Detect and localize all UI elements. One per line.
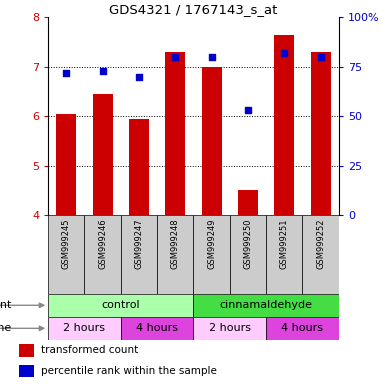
Point bbox=[245, 107, 251, 113]
Bar bbox=[93, 94, 113, 215]
Title: GDS4321 / 1767143_s_at: GDS4321 / 1767143_s_at bbox=[109, 3, 278, 16]
Text: GSM999246: GSM999246 bbox=[98, 218, 107, 269]
Text: GSM999245: GSM999245 bbox=[62, 218, 71, 269]
Bar bbox=[121, 317, 194, 340]
Bar bbox=[238, 190, 258, 215]
Point bbox=[63, 70, 69, 76]
Text: GSM999250: GSM999250 bbox=[243, 218, 253, 269]
Text: cinnamaldehyde: cinnamaldehyde bbox=[219, 300, 313, 310]
Point bbox=[318, 54, 324, 60]
Text: GSM999252: GSM999252 bbox=[316, 218, 325, 269]
Text: GSM999248: GSM999248 bbox=[171, 218, 180, 269]
Text: control: control bbox=[102, 300, 140, 310]
Text: time: time bbox=[0, 323, 12, 333]
Bar bbox=[48, 317, 121, 340]
Bar bbox=[19, 344, 34, 357]
Bar bbox=[19, 365, 34, 377]
Bar bbox=[202, 67, 222, 215]
Bar bbox=[129, 119, 149, 215]
Text: transformed count: transformed count bbox=[41, 346, 139, 356]
Bar bbox=[311, 52, 331, 215]
Bar bbox=[121, 215, 157, 294]
Bar bbox=[194, 294, 339, 317]
Bar bbox=[48, 294, 194, 317]
Text: GSM999249: GSM999249 bbox=[207, 218, 216, 269]
Point bbox=[136, 74, 142, 80]
Bar bbox=[165, 52, 185, 215]
Bar bbox=[56, 114, 76, 215]
Bar bbox=[303, 215, 339, 294]
Bar bbox=[274, 35, 294, 215]
Bar bbox=[266, 215, 303, 294]
Point bbox=[281, 50, 287, 56]
Bar bbox=[157, 215, 194, 294]
Bar bbox=[48, 215, 84, 294]
Text: agent: agent bbox=[0, 300, 12, 310]
Text: 2 hours: 2 hours bbox=[64, 323, 105, 333]
Bar bbox=[194, 317, 266, 340]
Text: GSM999251: GSM999251 bbox=[280, 218, 289, 269]
Point bbox=[209, 54, 215, 60]
Bar bbox=[266, 317, 339, 340]
Text: 2 hours: 2 hours bbox=[209, 323, 251, 333]
Point bbox=[172, 54, 178, 60]
Text: percentile rank within the sample: percentile rank within the sample bbox=[41, 366, 217, 376]
Bar bbox=[230, 215, 266, 294]
Bar bbox=[84, 215, 121, 294]
Point bbox=[100, 68, 106, 74]
Text: 4 hours: 4 hours bbox=[136, 323, 178, 333]
Text: GSM999247: GSM999247 bbox=[134, 218, 144, 269]
Bar bbox=[194, 215, 230, 294]
Text: 4 hours: 4 hours bbox=[281, 323, 323, 333]
